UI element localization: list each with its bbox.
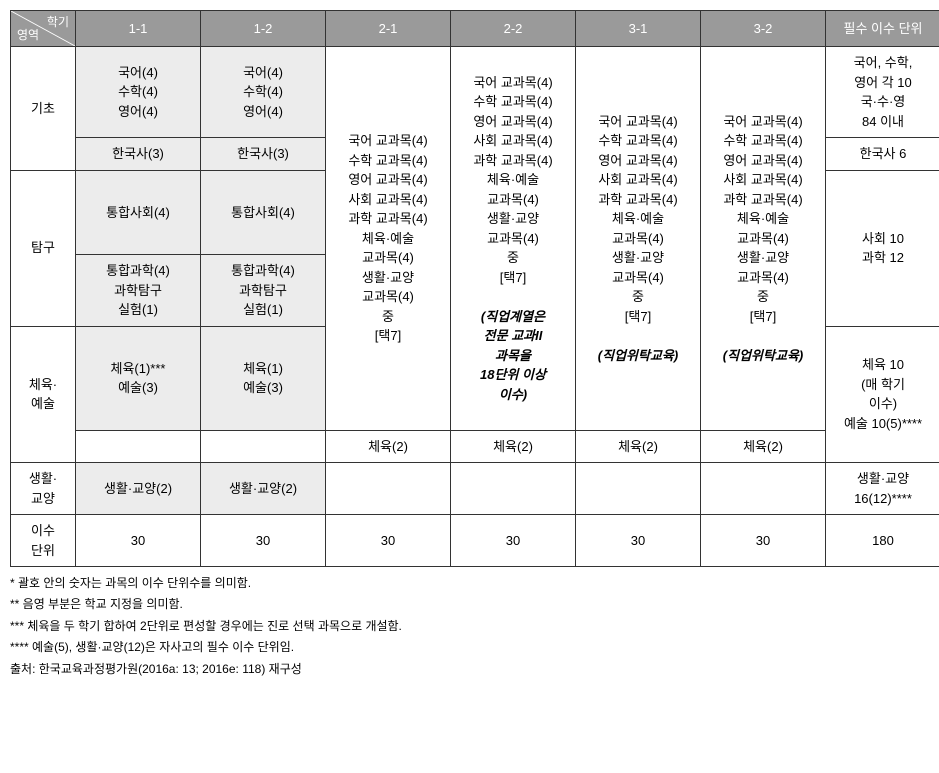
empty-cell (576, 463, 701, 515)
empty-cell (76, 430, 201, 463)
req-cell: 사회 10 과학 12 (826, 170, 939, 326)
big-cell-3-2: 국어 교과목(4) 수학 교과목(4) 영어 교과목(4) 사회 교과목(4) … (701, 47, 826, 431)
col-3-2: 3-2 (701, 11, 826, 47)
big-text: 국어 교과목(4) 수학 교과목(4) 영어 교과목(4) 사회 교과목(4) … (705, 112, 821, 327)
cell: 체육(1)*** 예술(3) (76, 326, 201, 430)
footnote: **** 예술(5), 생활·교양(12)은 자사고의 필수 이수 단위임. (10, 637, 929, 657)
diag-bottom-label: 영역 (17, 26, 39, 44)
area-tamgu: 탐구 (11, 170, 76, 326)
area-saenghwal: 생활· 교양 (11, 463, 76, 515)
req-cell: 생활·교양 16(12)**** (826, 463, 939, 515)
cell: 통합사회(4) (201, 170, 326, 255)
header-row: 학기 영역 1-1 1-2 2-1 2-2 3-1 3-2 필수 이수 단위 (11, 11, 939, 47)
req-total: 180 (826, 515, 939, 567)
empty-cell (701, 463, 826, 515)
col-2-2: 2-2 (451, 11, 576, 47)
cell: 한국사(3) (201, 138, 326, 171)
pe-cell: 체육(2) (326, 430, 451, 463)
big-text: 국어 교과목(4) 수학 교과목(4) 영어 교과목(4) 사회 교과목(4) … (455, 73, 571, 288)
empty-cell (201, 430, 326, 463)
col-2-1: 2-1 (326, 11, 451, 47)
total-cell: 30 (201, 515, 326, 567)
big-cell-3-1: 국어 교과목(4) 수학 교과목(4) 영어 교과목(4) 사회 교과목(4) … (576, 47, 701, 431)
footnotes: * 괄호 안의 숫자는 과목의 이수 단위수를 의미함. ** 음영 부분은 학… (10, 573, 929, 679)
cell: 한국사(3) (76, 138, 201, 171)
table-row: 생활· 교양 생활·교양(2) 생활·교양(2) 생활·교양 16(12)***… (11, 463, 939, 515)
cell: 통합사회(4) (76, 170, 201, 255)
footnote: *** 체육을 두 학기 합하여 2단위로 편성할 경우에는 진로 선택 과목으… (10, 616, 929, 636)
area-isu: 이수 단위 (11, 515, 76, 567)
big-text: 국어 교과목(4) 수학 교과목(4) 영어 교과목(4) 사회 교과목(4) … (330, 131, 446, 346)
col-required: 필수 이수 단위 (826, 11, 939, 47)
area-gicho: 기초 (11, 47, 76, 171)
cell: 체육(1) 예술(3) (201, 326, 326, 430)
cell: 생활·교양(2) (76, 463, 201, 515)
big-italic: (직업위탁교육) (580, 346, 696, 366)
big-italic: (직업계열은 전문 교과II 과목을 18단위 이상 이수) (455, 307, 571, 405)
table-row: 기초 국어(4) 수학(4) 영어(4) 국어(4) 수학(4) 영어(4) 국… (11, 47, 939, 138)
empty-cell (326, 463, 451, 515)
table-row: 이수 단위 30 30 30 30 30 30 180 (11, 515, 939, 567)
pe-cell: 체육(2) (576, 430, 701, 463)
table-row: 체육(2) 체육(2) 체육(2) 체육(2) (11, 430, 939, 463)
req-cell: 한국사 6 (826, 138, 939, 171)
col-1-1: 1-1 (76, 11, 201, 47)
cell: 생활·교양(2) (201, 463, 326, 515)
footnote: * 괄호 안의 숫자는 과목의 이수 단위수를 의미함. (10, 573, 929, 593)
cell: 통합과학(4) 과학탐구 실험(1) (76, 255, 201, 327)
total-cell: 30 (576, 515, 701, 567)
big-italic: (직업위탁교육) (705, 346, 821, 366)
col-3-1: 3-1 (576, 11, 701, 47)
col-1-2: 1-2 (201, 11, 326, 47)
diag-top-label: 학기 (47, 13, 69, 31)
footnote: ** 음영 부분은 학교 지정을 의미함. (10, 594, 929, 614)
pe-cell: 체육(2) (451, 430, 576, 463)
empty-cell (451, 463, 576, 515)
total-cell: 30 (451, 515, 576, 567)
cell: 국어(4) 수학(4) 영어(4) (201, 47, 326, 138)
big-text: 국어 교과목(4) 수학 교과목(4) 영어 교과목(4) 사회 교과목(4) … (580, 112, 696, 327)
total-cell: 30 (76, 515, 201, 567)
cell: 통합과학(4) 과학탐구 실험(1) (201, 255, 326, 327)
total-cell: 30 (326, 515, 451, 567)
curriculum-table: 학기 영역 1-1 1-2 2-1 2-2 3-1 3-2 필수 이수 단위 기… (10, 10, 939, 567)
req-cell: 국어, 수학, 영어 각 10 국·수·영 84 이내 (826, 47, 939, 138)
cell: 국어(4) 수학(4) 영어(4) (76, 47, 201, 138)
diagonal-header: 학기 영역 (11, 11, 76, 47)
total-cell: 30 (701, 515, 826, 567)
pe-cell: 체육(2) (701, 430, 826, 463)
footnote: 출처: 한국교육과정평가원(2016a: 13; 2016e: 118) 재구성 (10, 659, 929, 679)
big-cell-2-2: 국어 교과목(4) 수학 교과목(4) 영어 교과목(4) 사회 교과목(4) … (451, 47, 576, 431)
req-cell: 체육 10 (매 학기 이수) 예술 10(5)**** (826, 326, 939, 463)
big-cell-2-1: 국어 교과목(4) 수학 교과목(4) 영어 교과목(4) 사회 교과목(4) … (326, 47, 451, 431)
area-cheyuk: 체육· 예술 (11, 326, 76, 463)
